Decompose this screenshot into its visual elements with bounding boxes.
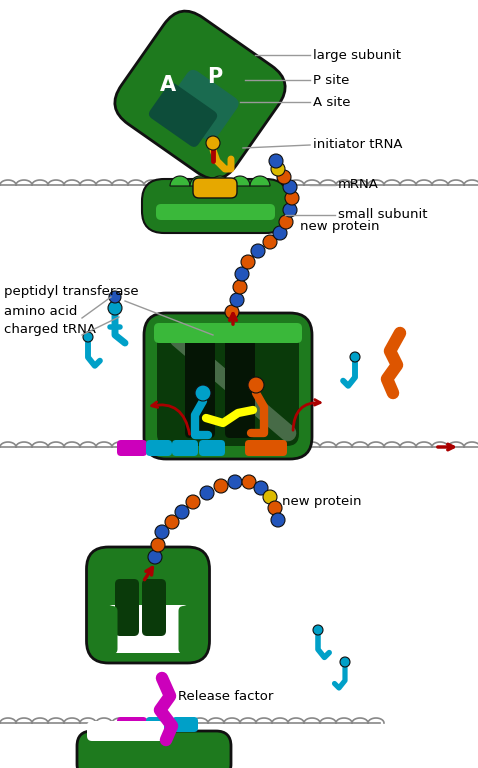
- Text: A: A: [160, 75, 176, 95]
- FancyBboxPatch shape: [115, 579, 139, 636]
- Circle shape: [279, 215, 293, 229]
- Circle shape: [225, 305, 239, 319]
- FancyBboxPatch shape: [142, 179, 288, 233]
- Circle shape: [148, 550, 162, 564]
- FancyBboxPatch shape: [199, 440, 225, 456]
- Wedge shape: [170, 176, 190, 186]
- Circle shape: [151, 538, 165, 552]
- Circle shape: [283, 180, 297, 194]
- Circle shape: [271, 513, 285, 527]
- Circle shape: [175, 505, 189, 519]
- Text: initiator tRNA: initiator tRNA: [313, 138, 402, 151]
- FancyBboxPatch shape: [185, 334, 215, 438]
- Circle shape: [269, 154, 283, 168]
- Circle shape: [241, 255, 255, 269]
- Circle shape: [186, 495, 200, 509]
- Circle shape: [228, 475, 242, 489]
- FancyBboxPatch shape: [87, 547, 209, 663]
- Circle shape: [340, 657, 350, 667]
- Circle shape: [268, 501, 282, 515]
- Circle shape: [230, 293, 244, 307]
- Circle shape: [248, 377, 264, 393]
- Circle shape: [195, 385, 211, 401]
- Text: peptidyl transferase: peptidyl transferase: [4, 285, 139, 298]
- Text: small subunit: small subunit: [338, 208, 427, 221]
- Circle shape: [263, 490, 277, 504]
- Text: large subunit: large subunit: [313, 48, 401, 61]
- Circle shape: [206, 136, 220, 150]
- Wedge shape: [230, 176, 250, 186]
- FancyBboxPatch shape: [146, 717, 172, 732]
- Circle shape: [273, 226, 287, 240]
- Circle shape: [235, 267, 249, 281]
- FancyBboxPatch shape: [117, 440, 147, 456]
- FancyBboxPatch shape: [115, 11, 285, 179]
- Circle shape: [277, 170, 291, 184]
- FancyBboxPatch shape: [225, 334, 255, 438]
- Circle shape: [200, 486, 214, 500]
- Circle shape: [285, 191, 299, 205]
- FancyBboxPatch shape: [144, 313, 312, 459]
- Circle shape: [242, 475, 256, 489]
- Text: new protein: new protein: [282, 495, 361, 508]
- FancyBboxPatch shape: [178, 606, 203, 654]
- FancyBboxPatch shape: [149, 83, 217, 147]
- Circle shape: [165, 515, 179, 529]
- FancyBboxPatch shape: [157, 326, 299, 446]
- FancyBboxPatch shape: [77, 731, 231, 768]
- Text: charged tRNA: charged tRNA: [4, 323, 96, 336]
- FancyBboxPatch shape: [154, 323, 302, 343]
- Circle shape: [83, 332, 93, 342]
- Circle shape: [108, 301, 122, 315]
- FancyBboxPatch shape: [117, 717, 147, 732]
- Text: P: P: [207, 67, 223, 87]
- Text: mRNA: mRNA: [338, 178, 379, 191]
- Circle shape: [313, 625, 323, 635]
- FancyBboxPatch shape: [172, 440, 198, 456]
- Circle shape: [283, 203, 297, 217]
- FancyBboxPatch shape: [165, 70, 239, 141]
- Text: Release factor: Release factor: [178, 690, 273, 703]
- FancyBboxPatch shape: [87, 721, 164, 741]
- Circle shape: [214, 479, 228, 493]
- Circle shape: [271, 162, 285, 176]
- FancyBboxPatch shape: [94, 606, 118, 654]
- FancyBboxPatch shape: [193, 178, 237, 198]
- Circle shape: [109, 291, 121, 303]
- FancyBboxPatch shape: [172, 717, 198, 732]
- Text: P site: P site: [313, 74, 349, 87]
- Circle shape: [155, 525, 169, 539]
- Text: amino acid: amino acid: [4, 305, 77, 318]
- Circle shape: [251, 244, 265, 258]
- Text: new protein: new protein: [300, 220, 380, 233]
- FancyBboxPatch shape: [146, 440, 172, 456]
- Circle shape: [254, 481, 268, 495]
- FancyBboxPatch shape: [106, 605, 190, 653]
- Circle shape: [233, 280, 247, 294]
- Text: A site: A site: [313, 95, 350, 108]
- FancyBboxPatch shape: [142, 579, 166, 636]
- Wedge shape: [210, 176, 230, 186]
- Wedge shape: [190, 176, 210, 186]
- Circle shape: [350, 352, 360, 362]
- Wedge shape: [250, 176, 270, 186]
- FancyBboxPatch shape: [245, 440, 287, 456]
- Circle shape: [263, 235, 277, 249]
- FancyBboxPatch shape: [156, 204, 275, 220]
